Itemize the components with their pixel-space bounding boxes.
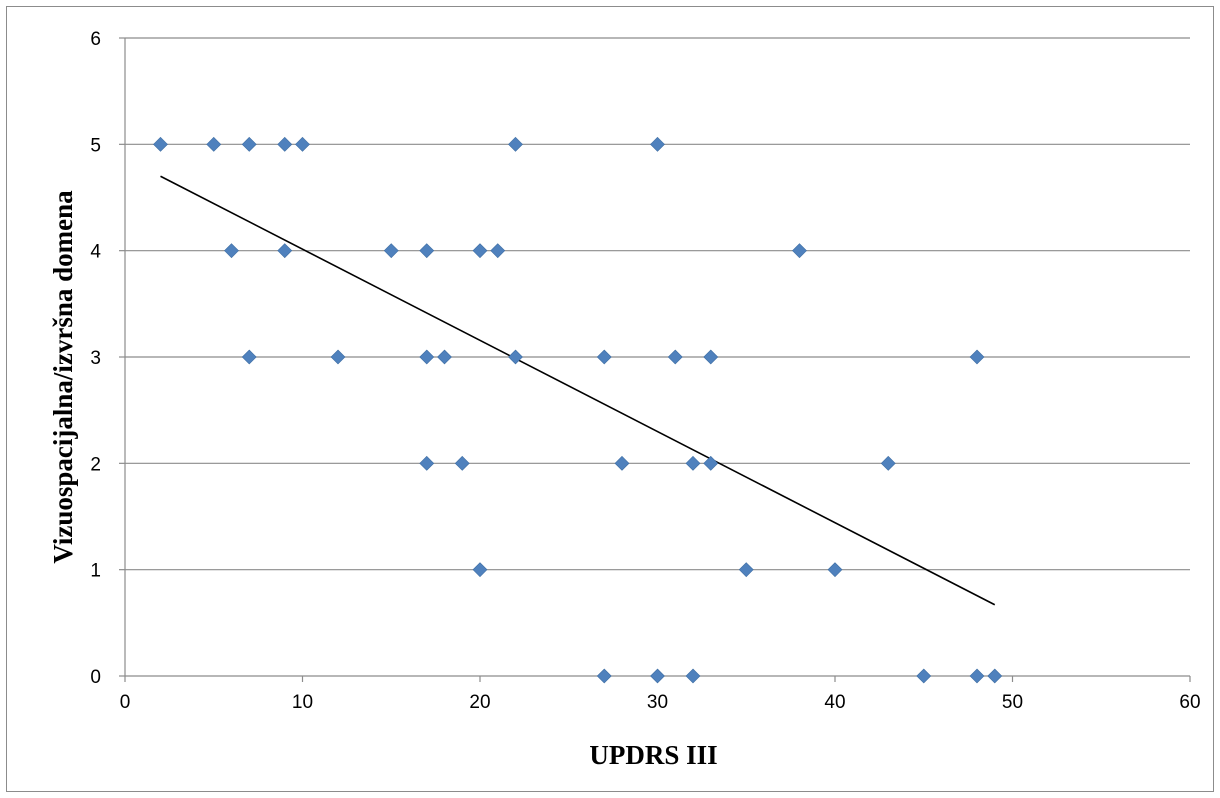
data-point-2: [241, 136, 257, 152]
y-tick-label-2: 2: [90, 454, 101, 475]
data-point-23: [419, 455, 435, 471]
data-point-25: [614, 455, 630, 471]
trendline: [160, 175, 996, 606]
data-point-6: [650, 136, 665, 152]
gridlines: [125, 37, 1190, 571]
data-point-12: [490, 243, 506, 259]
data-point-27: [703, 455, 719, 471]
data-point-14: [241, 349, 257, 365]
chart-frame: [6, 6, 1214, 792]
x-tick-label-60: 60: [1179, 692, 1200, 713]
data-point-37: [987, 668, 1003, 684]
data-point-13: [792, 243, 807, 259]
data-point-36: [969, 668, 985, 684]
data-point-11: [472, 243, 488, 259]
x-tick-label-30: 30: [647, 692, 668, 713]
y-axis-title: Vizuospacijalna/izvršna domena: [48, 190, 78, 564]
data-point-10: [419, 243, 435, 259]
y-tick-label-3: 3: [90, 348, 101, 369]
data-point-1: [206, 136, 222, 152]
x-tick-label-10: 10: [292, 692, 313, 713]
data-point-9: [383, 243, 399, 259]
data-point-18: [508, 349, 523, 365]
data-point-22: [969, 349, 985, 365]
data-point-34: [685, 668, 701, 684]
x-tick-label-50: 50: [1002, 692, 1023, 713]
y-tick-label-5: 5: [90, 135, 101, 156]
data-point-26: [685, 455, 701, 471]
data-point-28: [880, 455, 896, 471]
data-point-20: [667, 349, 683, 365]
data-point-7: [224, 243, 239, 259]
data-point-0: [153, 136, 168, 152]
data-point-15: [330, 349, 346, 365]
y-tick-labels: 0 1 2 3 4 5 6: [90, 29, 125, 688]
data-point-3: [277, 136, 293, 152]
data-point-32: [596, 668, 612, 684]
data-point-31: [827, 562, 843, 578]
y-tick-label-4: 4: [90, 242, 101, 263]
y-tick-label-0: 0: [90, 667, 101, 688]
data-points: [153, 136, 1003, 684]
x-tick-label-20: 20: [469, 692, 490, 713]
y-tick-label-6: 6: [90, 29, 101, 50]
data-point-33: [650, 668, 665, 684]
data-point-35: [916, 668, 932, 684]
x-tick-label-0: 0: [120, 692, 131, 713]
data-point-30: [738, 562, 754, 578]
x-axis-title: UPDRS III: [589, 740, 717, 770]
x-tick-label-40: 40: [824, 692, 845, 713]
data-point-21: [703, 349, 719, 365]
data-point-4: [295, 136, 310, 152]
x-tick-labels: 0 10 20 30 40 50 60: [120, 676, 1201, 713]
data-point-8: [277, 243, 293, 259]
data-point-17: [437, 349, 452, 365]
y-tick-label-1: 1: [90, 561, 101, 582]
data-point-5: [508, 136, 523, 152]
trendline-group: [160, 175, 996, 606]
data-point-24: [454, 455, 470, 471]
data-point-29: [472, 562, 488, 578]
data-point-19: [596, 349, 612, 365]
data-point-16: [419, 349, 435, 365]
